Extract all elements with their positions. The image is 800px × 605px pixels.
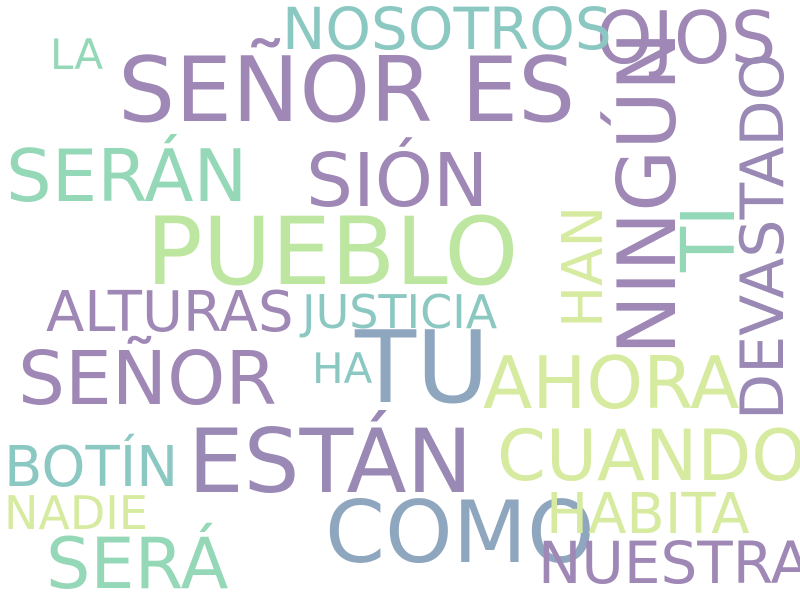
word-la: LA [50,30,104,79]
word-alturas: ALTURAS [46,280,294,345]
word-nuestra: NUESTRA [538,529,800,597]
word-seran: SERÁN [6,134,248,218]
word-botin: BOTÍN [4,435,179,500]
word-senor: SEÑOR [18,336,277,422]
word-pueblo: PUEBLO [146,198,519,307]
word-ojos: OJOS [596,0,777,80]
word-nadie: NADIE [4,486,148,540]
word-estan: ESTÁN [188,410,473,513]
word-justicia: JUSTICIA [302,285,498,339]
word-han: HAN [551,205,616,328]
word-nosotros: NOSOTROS [282,0,612,63]
word-ningun: NINGÚN [601,31,694,355]
word-sion: SIÓN [306,138,489,224]
word-ha: HA [312,344,373,393]
word-ti: TI [666,204,752,272]
word-cuando: CUANDO [497,415,800,497]
word-sera: SERÁ [46,523,229,605]
word-tu: TU [355,309,490,426]
word-senor-es: SEÑOR ES [118,38,576,143]
word-como: COMO [325,483,595,583]
word-ahora: AHORA [483,341,740,425]
word-habita: HABITA [546,482,750,547]
